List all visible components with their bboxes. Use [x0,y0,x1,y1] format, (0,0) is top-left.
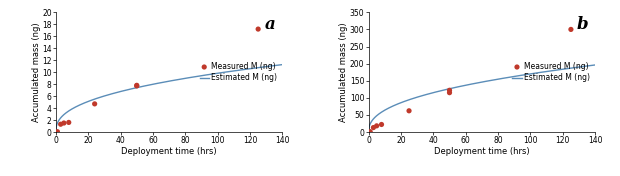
Estimated M (ng) [423,93,430,95]
Measured M (ng) [56,123,66,126]
Estimated M (ng) [154,82,162,84]
Measured M (ng) [445,91,454,94]
Measured M (ng) [566,28,576,31]
Measured M (ng) [365,130,375,133]
Measured M (ng) [64,121,74,124]
Measured M (ng) [59,122,69,124]
Estimated M (ng) [498,77,506,80]
Y-axis label: Accumulated mass (ng): Accumulated mass (ng) [339,22,348,122]
Measured M (ng) [445,89,454,92]
Legend: Measured M (ng), Estimated M (ng): Measured M (ng), Estimated M (ng) [198,61,278,84]
Line: Estimated M (ng): Estimated M (ng) [368,65,595,132]
X-axis label: Deployment time (hrs): Deployment time (hrs) [434,147,529,156]
Measured M (ng) [90,102,100,105]
Estimated M (ng) [223,71,230,73]
Measured M (ng) [253,28,263,30]
Text: a: a [265,16,276,33]
Y-axis label: Accumulated mass (ng): Accumulated mass (ng) [32,22,41,122]
Estimated M (ng) [591,64,599,66]
Estimated M (ng) [185,77,193,79]
Estimated M (ng) [203,74,211,76]
Measured M (ng) [132,84,142,87]
Estimated M (ng) [92,98,100,100]
Estimated M (ng) [52,130,60,133]
Text: b: b [577,16,588,33]
X-axis label: Deployment time (hrs): Deployment time (hrs) [122,147,217,156]
Measured M (ng) [376,123,386,126]
Measured M (ng) [53,130,63,133]
Estimated M (ng) [516,74,524,77]
Estimated M (ng) [405,99,412,101]
Measured M (ng) [132,84,142,87]
Estimated M (ng) [467,83,475,85]
Estimated M (ng) [279,64,286,66]
Estimated M (ng) [110,92,118,94]
Estimated M (ng) [365,131,372,133]
Measured M (ng) [368,126,378,129]
Measured M (ng) [404,109,414,112]
Measured M (ng) [372,124,382,127]
Line: Estimated M (ng): Estimated M (ng) [56,65,283,131]
Estimated M (ng) [536,71,543,74]
Legend: Measured M (ng), Estimated M (ng): Measured M (ng), Estimated M (ng) [511,61,591,84]
